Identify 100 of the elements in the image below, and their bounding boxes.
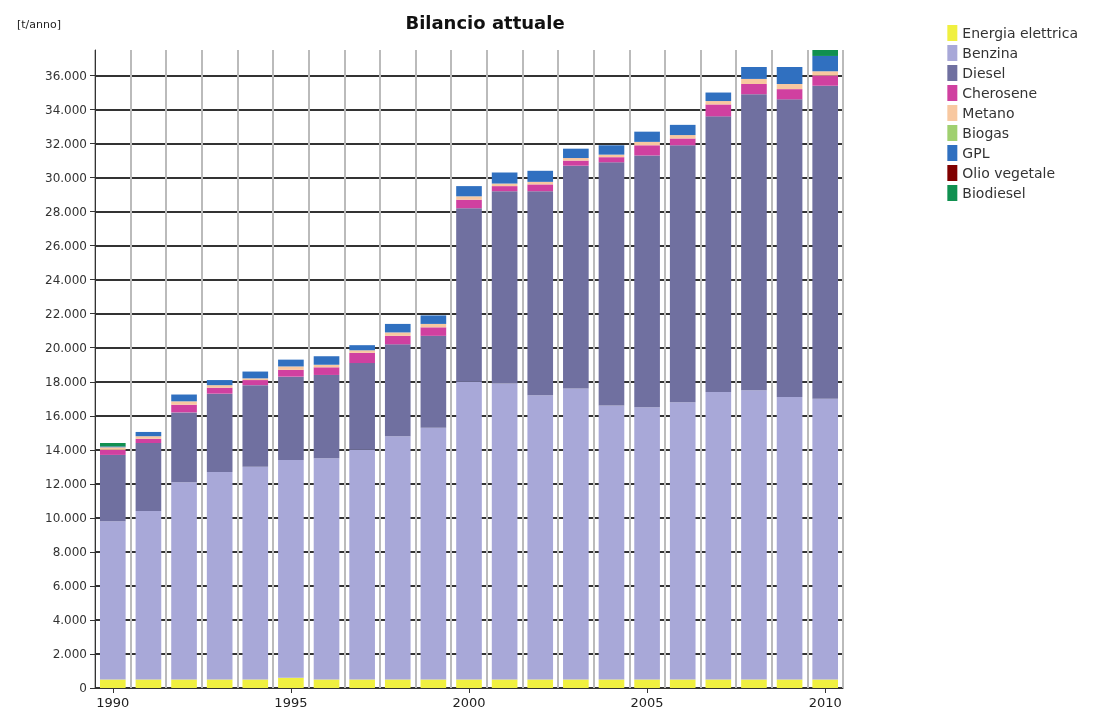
bar [705,116,732,392]
legend-label: Cherosene [962,85,1038,101]
bar [420,315,447,324]
bar [420,427,447,680]
legend-label: Benzina [962,45,1019,61]
bar [812,55,839,72]
bar [313,367,340,375]
y-tick-label: 24.000 [45,272,87,287]
bar [491,172,518,184]
bar [278,460,304,678]
bar [705,92,732,102]
bar [634,145,660,156]
bar [634,407,660,680]
bar [206,385,233,388]
bar [278,677,304,688]
y-tick-label: 34.000 [45,102,87,117]
bar [741,78,767,85]
bar [705,391,732,680]
bar [171,401,197,405]
x-tick-label: 2005 [630,695,664,710]
bar [741,390,767,680]
bar [135,443,162,512]
bar [776,99,803,398]
bar [598,145,625,155]
bar [384,436,411,680]
y-tick-label: 22.000 [45,306,87,321]
bar [171,404,197,413]
y-tick-label: 32.000 [45,136,87,151]
bar [135,511,162,680]
bar [812,50,839,56]
bar [563,679,589,688]
bar [776,67,803,85]
bar [206,387,233,394]
bar [171,679,197,688]
bar [669,145,696,403]
y-tick-label: 36.000 [45,68,87,83]
bar [491,191,518,384]
bar [278,366,304,370]
y-tick-label: 28.000 [45,204,87,219]
bar [313,679,340,688]
bar [634,679,660,688]
y-tick-label: 20.000 [45,340,87,355]
bar [669,124,696,136]
bar [634,131,660,142]
bar [456,679,482,688]
bar [563,165,589,389]
y-tick-label: 0 [79,681,87,695]
bar [812,679,839,688]
bar [456,186,482,197]
bar [99,679,126,688]
x-tick-label: 2010 [808,695,842,710]
bar [384,679,411,688]
x-tick-label: 1995 [274,695,308,710]
bar [705,104,732,117]
bar [634,155,660,408]
bar [206,380,233,386]
y-axis-title: [t/anno] [17,18,62,31]
bar [456,381,482,680]
bar [812,85,839,399]
bar [527,170,554,182]
bar [99,521,126,680]
bar [527,679,554,688]
bar [420,327,447,336]
bar [563,388,589,680]
bar [705,679,732,688]
bar [313,374,340,459]
bar [776,679,803,688]
bar [527,191,554,396]
bar [598,162,625,406]
bar [384,344,411,437]
bar [206,679,233,688]
bar [278,369,304,377]
legend-label: Diesel [962,65,1006,81]
legend-label: GPL [962,145,990,161]
bar [812,71,839,76]
bar [135,679,162,688]
bar [563,160,589,166]
y-tick-label: 2.000 [52,646,87,661]
bar [420,679,447,688]
bar [741,94,767,391]
x-tick-label: 2000 [452,695,486,710]
bar [776,397,803,680]
bar [242,380,269,386]
bar [206,393,233,472]
bar [741,84,767,95]
bar [313,458,340,680]
bar [527,184,554,192]
legend-label: Biogas [962,125,1010,141]
bar [456,199,482,209]
y-tick-label: 18.000 [45,374,87,389]
bar [598,157,625,163]
bar [563,148,589,159]
bar [776,89,803,100]
bar [456,208,482,382]
bar [563,158,589,161]
legend-label: Energia elettrica [962,25,1079,41]
bar [384,332,411,336]
bar [669,679,696,688]
y-tick-label: 16.000 [45,408,87,423]
y-tick-label: 6.000 [52,578,87,593]
